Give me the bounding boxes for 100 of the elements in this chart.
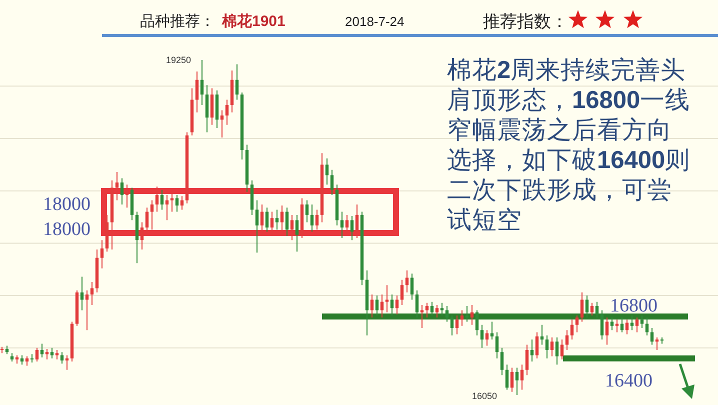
candlestick — [400, 279, 404, 306]
candlestick — [85, 290, 89, 331]
candlestick — [20, 354, 24, 366]
legend-label: 16400 — [605, 370, 652, 392]
candlestick — [540, 324, 544, 346]
candlestick — [115, 172, 119, 201]
candlestick — [225, 99, 229, 126]
candlestick — [235, 64, 239, 100]
candlestick — [150, 200, 154, 230]
candlestick — [640, 314, 644, 328]
candlestick — [145, 207, 149, 236]
candlestick — [160, 189, 164, 210]
candlestick — [60, 352, 64, 364]
candlestick — [525, 344, 529, 376]
candlestick — [90, 281, 94, 306]
candlestick — [295, 214, 299, 252]
candlestick — [430, 301, 434, 316]
candlestick — [200, 60, 204, 106]
candlestick — [535, 332, 539, 359]
candlestick — [415, 290, 419, 318]
candlestick — [445, 306, 449, 322]
candlestick — [585, 295, 589, 318]
candlestick — [280, 205, 284, 232]
candlestick — [575, 314, 579, 333]
candlestick — [395, 295, 399, 315]
candlestick — [470, 304, 474, 326]
candlestick — [650, 328, 654, 346]
annotation: 16050 — [472, 391, 497, 401]
candlestick — [345, 214, 349, 236]
candlestick — [290, 214, 294, 241]
candlestick — [450, 314, 454, 336]
candlestick — [590, 302, 594, 316]
candlestick — [545, 334, 549, 359]
candlestick — [140, 222, 144, 250]
candlestick — [375, 295, 379, 316]
candlestick — [270, 211, 274, 236]
candlestick — [520, 364, 524, 390]
candlestick — [610, 317, 614, 331]
candlestick — [510, 367, 514, 392]
candlestick — [435, 304, 439, 318]
candlestick — [265, 207, 269, 232]
candlestick — [475, 310, 479, 336]
candlestick — [255, 200, 259, 254]
text: 棉花2周来持续完善头肩顶形态，16800一线窄幅震荡之后看方向选择，如下破16400则二次下跌形成，可尝试短空 — [447, 57, 690, 234]
candlestick — [550, 336, 554, 357]
candlestick — [600, 310, 604, 340]
candlestick — [310, 204, 314, 232]
annotation: 18000 — [43, 194, 90, 215]
candlestick — [635, 317, 639, 333]
candlestick — [210, 88, 214, 126]
candlestick — [260, 204, 264, 236]
candlestick — [380, 294, 384, 318]
candlestick — [555, 336, 559, 366]
candlestick — [385, 284, 389, 313]
candlestick — [125, 184, 129, 208]
candlestick — [480, 324, 484, 348]
candlestick — [120, 178, 124, 205]
candlestick — [195, 71, 199, 113]
candlestick — [530, 339, 534, 362]
candlestick — [500, 347, 504, 376]
candlestick — [580, 292, 584, 322]
text: 棉花1901 — [221, 13, 286, 30]
candlestick — [100, 240, 104, 269]
candlestick — [565, 330, 569, 350]
candlestick — [620, 317, 624, 333]
candlestick — [175, 194, 179, 212]
candlestick — [50, 347, 54, 359]
candlestick — [25, 356, 29, 366]
candlestick — [570, 319, 574, 340]
candlestick — [340, 211, 344, 238]
candlestick — [560, 339, 564, 360]
text: 推荐指数： — [483, 12, 568, 31]
candlestick — [285, 207, 289, 236]
candlestick — [315, 209, 319, 230]
candlestick — [390, 294, 394, 316]
candlestick — [495, 332, 499, 359]
candlestick — [490, 321, 494, 340]
candlestick — [170, 191, 174, 212]
candlestick — [410, 273, 414, 300]
candlestick — [275, 209, 279, 230]
candlestick — [330, 169, 334, 196]
candlestick — [35, 347, 39, 362]
candlestick — [420, 304, 424, 328]
candlestick — [645, 317, 649, 336]
candlestick — [350, 215, 354, 241]
annotation: 19250 — [166, 55, 191, 65]
candlestick — [305, 200, 309, 223]
text: 2018-7-24 — [345, 14, 404, 29]
candlestick — [455, 314, 459, 335]
candlestick — [355, 204, 359, 238]
candlestick — [180, 196, 184, 210]
annotation: 18000 — [43, 219, 90, 240]
text: 品种推荐： — [140, 13, 215, 30]
candlestick — [605, 317, 609, 346]
candlestick — [370, 294, 374, 318]
candlestick — [595, 301, 599, 318]
candlestick — [515, 367, 519, 396]
candlestick — [485, 330, 489, 346]
candlestick — [630, 314, 634, 331]
candlestick — [205, 84, 209, 133]
